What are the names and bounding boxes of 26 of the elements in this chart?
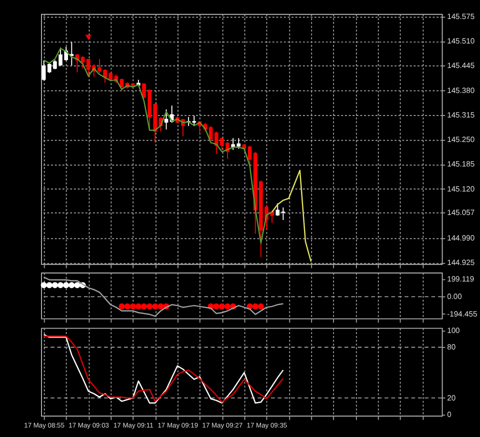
candlestick — [80, 55, 85, 69]
y-tick-label: 145.445 — [447, 61, 475, 70]
candlestick — [276, 202, 280, 216]
candlestick — [208, 126, 213, 141]
y-tick-label: 145.185 — [447, 160, 475, 169]
y-tick-label: 20 — [447, 393, 456, 402]
y-tick-label: -194.455 — [447, 309, 478, 318]
y-tick-label: 0.00 — [447, 292, 462, 302]
line-series — [43, 48, 273, 244]
candlestick — [248, 145, 252, 166]
y-tick-label: 199.119 — [447, 274, 474, 284]
line-series — [271, 170, 312, 262]
y-tick-label: 100 — [447, 326, 460, 335]
candlestick — [281, 206, 286, 220]
y-tick-label: 144.925 — [447, 258, 475, 268]
y-tick-label: 145.575 — [447, 12, 475, 21]
y-tick-label: 145.315 — [447, 110, 475, 120]
y-tick-label: 145.057 — [447, 208, 475, 218]
y-tick-label: 145.250 — [447, 135, 475, 144]
y-tick-label: 144.990 — [447, 234, 475, 243]
y-tick-label: 0 — [447, 410, 452, 420]
y-tick-label: 145.380 — [447, 86, 475, 95]
y-tick-label: 80 — [447, 342, 456, 352]
y-tick-label: 145.510 — [447, 36, 475, 46]
y-tick-label: 145.120 — [447, 184, 475, 194]
candlestick — [42, 60, 46, 82]
